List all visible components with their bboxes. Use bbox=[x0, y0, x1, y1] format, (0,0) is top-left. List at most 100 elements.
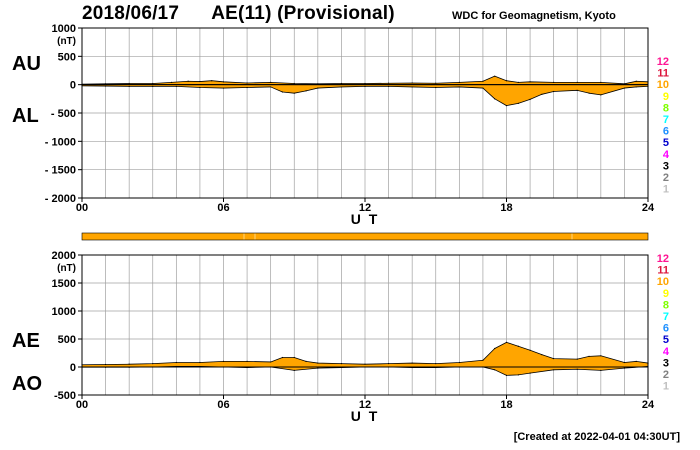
data-point-au bbox=[293, 82, 295, 85]
data-point-al bbox=[553, 90, 555, 93]
data-point-ae bbox=[435, 363, 437, 365]
y-tick-label: 500 bbox=[58, 334, 76, 346]
data-source-credit: WDC for Geomagnetism, Kyoto bbox=[452, 10, 616, 22]
data-point-ae bbox=[175, 361, 177, 364]
data-point-ao bbox=[529, 372, 531, 374]
station-count-legend-6: 6 bbox=[663, 323, 669, 335]
data-point-au bbox=[364, 82, 366, 85]
series-label-al: AL bbox=[12, 105, 39, 127]
data-point-al bbox=[104, 85, 107, 87]
data-point-ae bbox=[505, 341, 508, 343]
data-point-al bbox=[494, 98, 496, 100]
data-point-au bbox=[553, 81, 555, 83]
data-point-al bbox=[458, 86, 460, 88]
data-point-ae bbox=[305, 360, 307, 362]
data-point-ao bbox=[600, 369, 602, 371]
data-point-au bbox=[411, 82, 413, 84]
data-point-au bbox=[505, 80, 508, 82]
data-point-al bbox=[270, 86, 272, 88]
data-point-al bbox=[635, 86, 637, 88]
data-point-ao bbox=[505, 374, 508, 376]
data-point-ae bbox=[152, 363, 154, 365]
data-point-al bbox=[281, 91, 284, 93]
data-point-ae bbox=[199, 361, 201, 364]
data-point-al bbox=[435, 86, 437, 89]
data-point-ae bbox=[529, 349, 531, 351]
station-count-legend-12: 12 bbox=[657, 253, 669, 265]
data-point-ae bbox=[482, 359, 484, 361]
data-point-ae bbox=[317, 362, 319, 364]
data-point-al bbox=[199, 86, 201, 89]
data-point-al bbox=[411, 86, 413, 88]
data-point-al bbox=[340, 86, 343, 88]
station-count-legend-4: 4 bbox=[663, 149, 670, 161]
x-tick-label: 00 bbox=[76, 399, 88, 411]
x-tick-label: 06 bbox=[217, 399, 229, 411]
data-point-ae bbox=[623, 361, 626, 364]
data-point-al bbox=[600, 94, 602, 96]
station-count-legend-8: 8 bbox=[663, 299, 669, 311]
data-point-al bbox=[576, 89, 578, 91]
x-tick-label: 24 bbox=[642, 202, 655, 214]
data-point-al bbox=[482, 87, 484, 89]
created-timestamp: [Created at 2022-04-01 04:30UT] bbox=[513, 431, 680, 443]
y-tick-label: 1500 bbox=[52, 278, 76, 290]
data-point-al bbox=[317, 87, 319, 89]
data-point-ae bbox=[411, 362, 413, 364]
data-point-al bbox=[128, 85, 130, 87]
station-count-legend-11: 11 bbox=[657, 68, 669, 80]
data-point-ae bbox=[600, 355, 602, 357]
data-point-au bbox=[270, 81, 272, 83]
data-point-al bbox=[222, 87, 225, 89]
station-count-legend-9: 9 bbox=[663, 91, 669, 103]
data-point-au bbox=[494, 75, 496, 77]
data-point-ae bbox=[588, 355, 590, 357]
station-count-legend-8: 8 bbox=[663, 102, 669, 114]
x-tick-label: 24 bbox=[642, 399, 655, 411]
data-point-au bbox=[635, 80, 637, 82]
station-count-legend-4: 4 bbox=[663, 346, 670, 358]
data-point-ae bbox=[281, 356, 284, 359]
data-point-ae bbox=[576, 358, 578, 360]
x-tick-label: 18 bbox=[500, 202, 512, 214]
data-point-al bbox=[364, 85, 366, 87]
data-point-al bbox=[588, 92, 590, 94]
data-point-al bbox=[305, 90, 307, 92]
data-point-al bbox=[505, 105, 508, 107]
station-count-legend-7: 7 bbox=[663, 311, 669, 323]
data-point-al bbox=[175, 85, 177, 87]
station-count-legend-3: 3 bbox=[663, 160, 669, 172]
panel-au-al: 1000 500 0 - 500 - 1000 - 1500 - 2000 (nT) 00 06 1… bbox=[12, 23, 670, 227]
x-tick-label: 12 bbox=[359, 399, 371, 411]
series-label-au: AU bbox=[12, 53, 41, 75]
x-axis-label: U T bbox=[351, 211, 380, 227]
station-count-legend-11: 11 bbox=[657, 265, 669, 277]
station-count-legend-5: 5 bbox=[663, 137, 669, 149]
data-point-au bbox=[387, 82, 390, 84]
status-bar bbox=[81, 232, 649, 241]
data-point-ae bbox=[494, 347, 496, 350]
x-tick-label: 06 bbox=[217, 202, 229, 214]
data-point-ae bbox=[387, 363, 390, 365]
data-point-au bbox=[171, 81, 173, 83]
series-label-ao: AO bbox=[12, 373, 42, 395]
station-count-legend-6: 6 bbox=[663, 126, 669, 138]
data-point-ae bbox=[517, 345, 519, 347]
data-point-ae bbox=[222, 360, 225, 362]
series-label-ae: AE bbox=[12, 330, 40, 352]
y-tick-label: 2000 bbox=[52, 250, 76, 262]
data-point-ao bbox=[317, 367, 319, 369]
station-count-legend-9: 9 bbox=[663, 288, 669, 300]
data-point-ae bbox=[104, 363, 107, 366]
data-point-al bbox=[623, 87, 626, 89]
station-count-legend-1: 1 bbox=[663, 381, 669, 393]
station-count-legend-2: 2 bbox=[663, 172, 669, 184]
data-point-au bbox=[104, 83, 107, 85]
y-tick-label: 1000 bbox=[52, 306, 76, 318]
y-tick-label: - 1000 bbox=[45, 136, 76, 148]
y-tick-label: 1000 bbox=[52, 23, 76, 35]
y-unit-label: (nT) bbox=[57, 263, 76, 274]
x-axis-label: U T bbox=[351, 408, 380, 424]
